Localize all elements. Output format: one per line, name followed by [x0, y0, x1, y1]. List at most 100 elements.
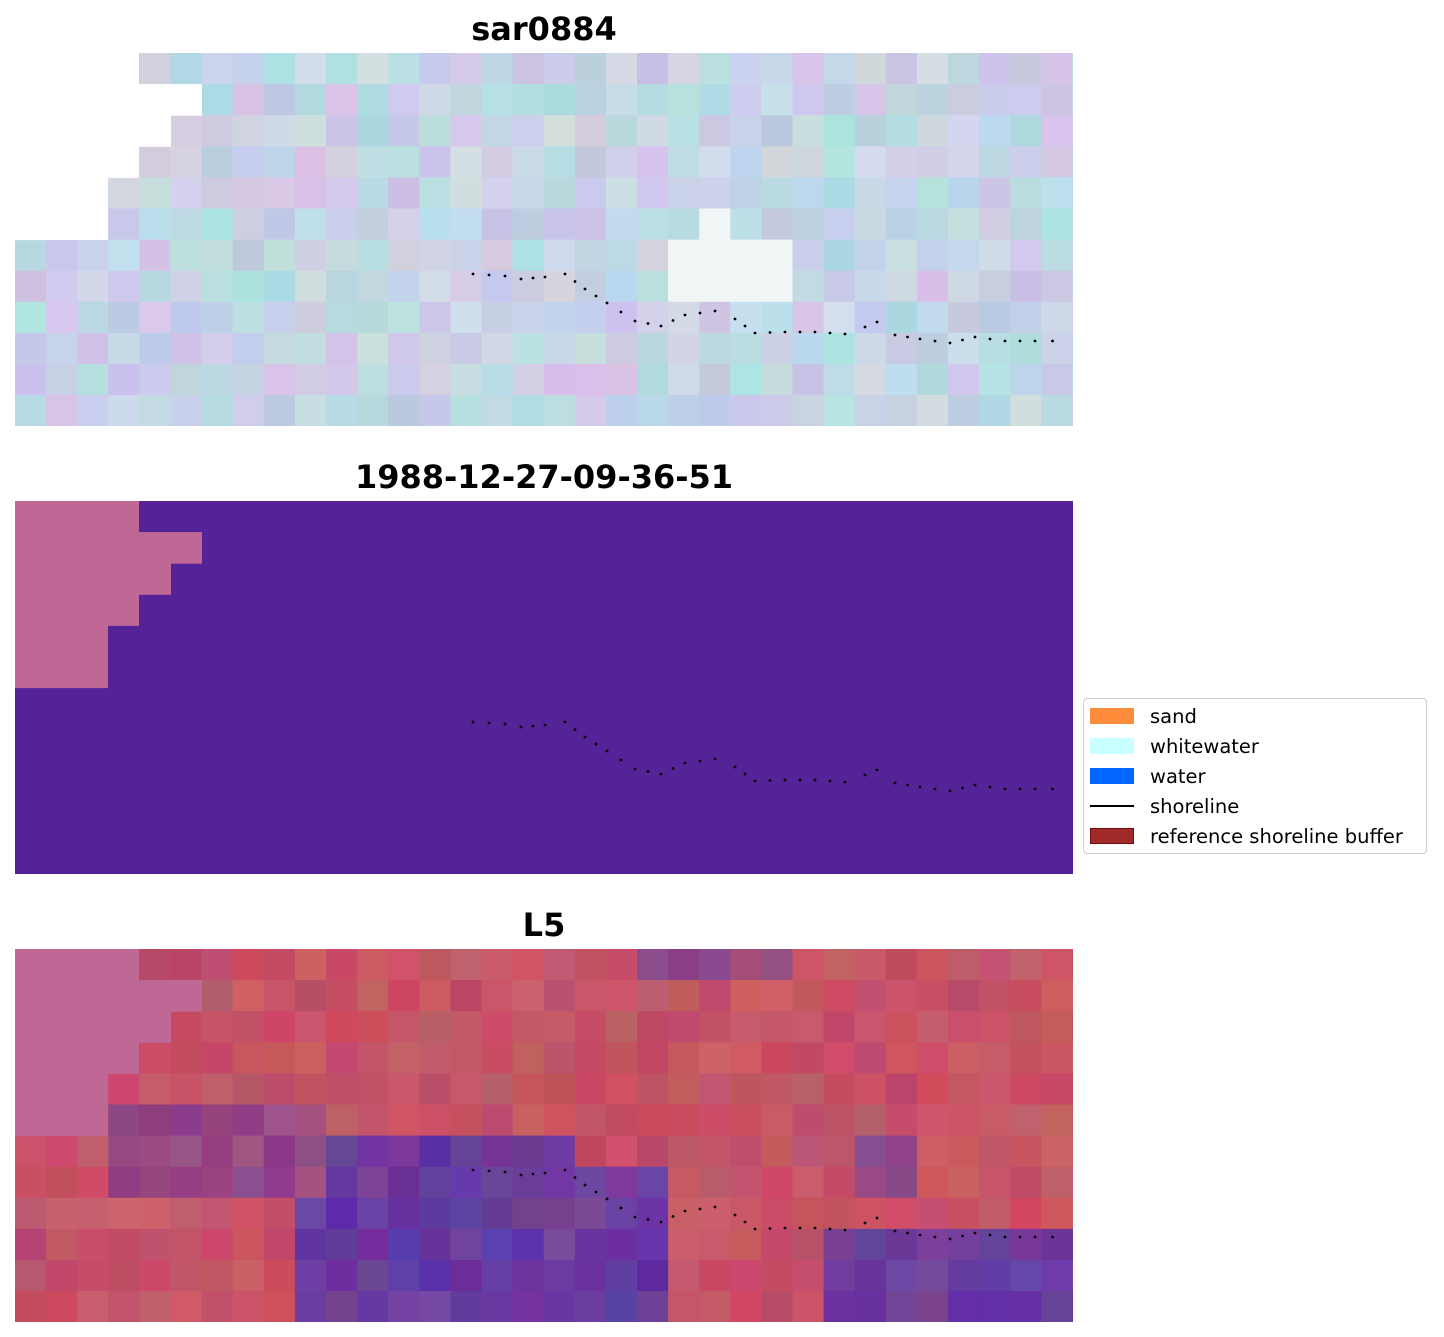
- shoreline-point: [659, 1220, 663, 1224]
- legend-label: whitewater: [1150, 734, 1259, 758]
- shoreline-point: [531, 276, 535, 280]
- shoreline-point: [503, 722, 507, 726]
- shoreline-point: [633, 1215, 637, 1219]
- shoreline-point: [713, 1205, 717, 1209]
- shoreline-point: [733, 1213, 737, 1217]
- nodata-area: [15, 980, 202, 1012]
- buffer-swatch: [1090, 828, 1134, 844]
- shoreline-point: [743, 1220, 747, 1224]
- shoreline-dots: [471, 720, 1054, 793]
- shoreline-point: [1003, 787, 1007, 791]
- shoreline-point: [863, 325, 867, 329]
- nodata-area: [15, 1011, 171, 1043]
- shoreline-point: [743, 324, 747, 328]
- shoreline-point: [519, 277, 523, 281]
- nodata-area: [15, 625, 108, 657]
- shoreline-point: [594, 742, 598, 746]
- shoreline-point: [605, 301, 609, 305]
- shoreline-point: [933, 339, 937, 343]
- sar-image: [15, 53, 1073, 426]
- legend: sand whitewater water shoreline referenc…: [1083, 698, 1427, 854]
- shoreline-point: [783, 1226, 787, 1230]
- shoreline-point: [646, 1218, 650, 1221]
- shoreline-point: [531, 724, 535, 728]
- shoreline-point: [583, 1183, 587, 1187]
- shoreline-point: [906, 783, 909, 787]
- shoreline-point: [1003, 1235, 1007, 1239]
- shoreline-point: [753, 1227, 757, 1231]
- shoreline-point: [646, 770, 650, 773]
- shoreline-point: [813, 1226, 817, 1230]
- shoreline-point: [646, 322, 650, 325]
- shoreline-point: [659, 772, 663, 776]
- index-panel: [15, 949, 1073, 1322]
- shoreline-point: [918, 337, 922, 341]
- shoreline-point: [503, 274, 507, 278]
- shoreline-point: [961, 338, 964, 342]
- shoreline-point: [659, 324, 663, 328]
- legend-item-water: water: [1090, 764, 1206, 788]
- shoreline-point: [531, 1172, 535, 1176]
- shoreline-point: [1018, 339, 1022, 343]
- panel-title-sar: sar0884: [471, 10, 617, 48]
- shoreline-point: [843, 1228, 847, 1232]
- shoreline-point: [503, 1170, 507, 1174]
- nodata-mask: [15, 84, 202, 116]
- nodata-mask: [15, 177, 108, 209]
- classification-image: [15, 501, 1073, 874]
- shoreline-point: [1051, 787, 1054, 791]
- shoreline-point: [973, 1231, 977, 1235]
- shoreline-point: [918, 1233, 922, 1237]
- shoreline-point: [1051, 339, 1054, 343]
- shoreline-point: [768, 779, 772, 782]
- shoreline-point: [573, 280, 577, 283]
- shoreline-point: [671, 319, 675, 322]
- shoreline-point: [893, 781, 897, 785]
- sand-swatch: [1090, 708, 1134, 724]
- shoreline-point: [594, 1190, 598, 1194]
- shoreline-point: [698, 1207, 702, 1211]
- nodata-area: [15, 501, 139, 533]
- nodata-area: [15, 656, 108, 689]
- legend-item-buffer: reference shoreline buffer: [1090, 824, 1403, 848]
- legend-label: shoreline: [1150, 794, 1240, 818]
- shoreline-point: [633, 767, 637, 771]
- nodata-area: [15, 949, 139, 981]
- shoreline-point: [843, 780, 847, 784]
- shoreline-point: [1018, 787, 1022, 791]
- shoreline-point: [619, 1206, 623, 1210]
- shoreline-point: [798, 1226, 802, 1230]
- shoreline-point: [768, 331, 772, 334]
- nodata-mask: [15, 53, 139, 84]
- shoreline-point: [1033, 1235, 1037, 1239]
- shoreline-point: [471, 1168, 475, 1172]
- shoreline-point: [619, 758, 623, 762]
- shoreline-point: [753, 779, 757, 783]
- index-image: [15, 949, 1073, 1322]
- shoreline-point: [563, 720, 567, 724]
- shoreline-point: [633, 319, 637, 323]
- shoreline-point: [698, 311, 702, 315]
- nodata-mask: [15, 146, 139, 178]
- shoreline-point: [783, 778, 787, 782]
- shoreline-swatch: [1090, 805, 1134, 807]
- shoreline-point: [594, 294, 598, 298]
- shoreline-point: [573, 1176, 577, 1179]
- shoreline-point: [813, 778, 817, 782]
- shoreline-point: [863, 1221, 867, 1225]
- legend-label: sand: [1150, 704, 1197, 728]
- shoreline-point: [875, 1216, 879, 1220]
- legend-label: reference shoreline buffer: [1150, 824, 1403, 848]
- shoreline-point: [619, 310, 623, 314]
- shoreline-point: [605, 1197, 609, 1201]
- whitewater-swatch: [1090, 738, 1134, 754]
- shoreline-point: [828, 331, 832, 335]
- shoreline-point: [519, 725, 523, 729]
- shoreline-point: [671, 767, 675, 770]
- shoreline-point: [906, 1231, 909, 1235]
- shoreline-point: [875, 320, 879, 324]
- shoreline-point: [988, 1233, 992, 1237]
- shoreline-point: [733, 317, 737, 321]
- shoreline-point: [563, 1168, 567, 1172]
- shoreline-point: [583, 735, 587, 739]
